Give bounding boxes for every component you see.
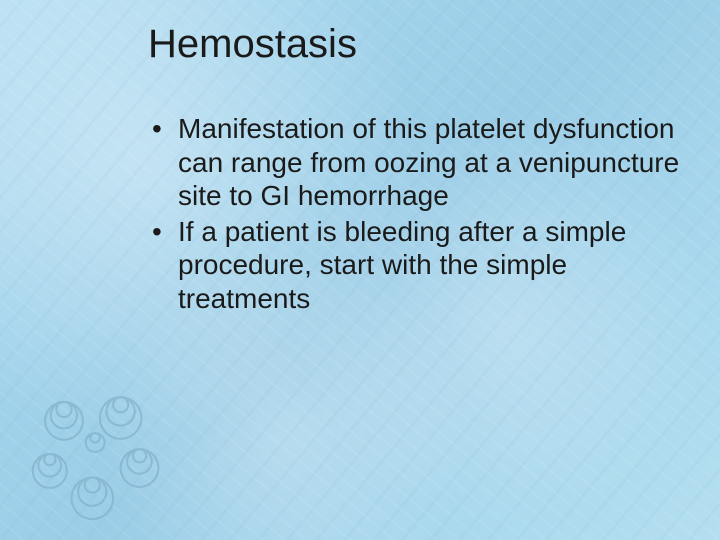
spiral-decoration-icon: [12, 350, 182, 520]
bullet-list: Manifestation of this platelet dysfuncti…: [148, 112, 680, 316]
slide-title: Hemostasis: [148, 22, 357, 67]
bullet-item: Manifestation of this platelet dysfuncti…: [148, 112, 680, 213]
slide: Hemostasis Manifestation of this platele…: [0, 0, 720, 540]
slide-body: Manifestation of this platelet dysfuncti…: [148, 112, 680, 318]
bullet-text: Manifestation of this platelet dysfuncti…: [178, 113, 679, 211]
bullet-item: If a patient is bleeding after a simple …: [148, 215, 680, 316]
bullet-text: If a patient is bleeding after a simple …: [178, 216, 626, 314]
